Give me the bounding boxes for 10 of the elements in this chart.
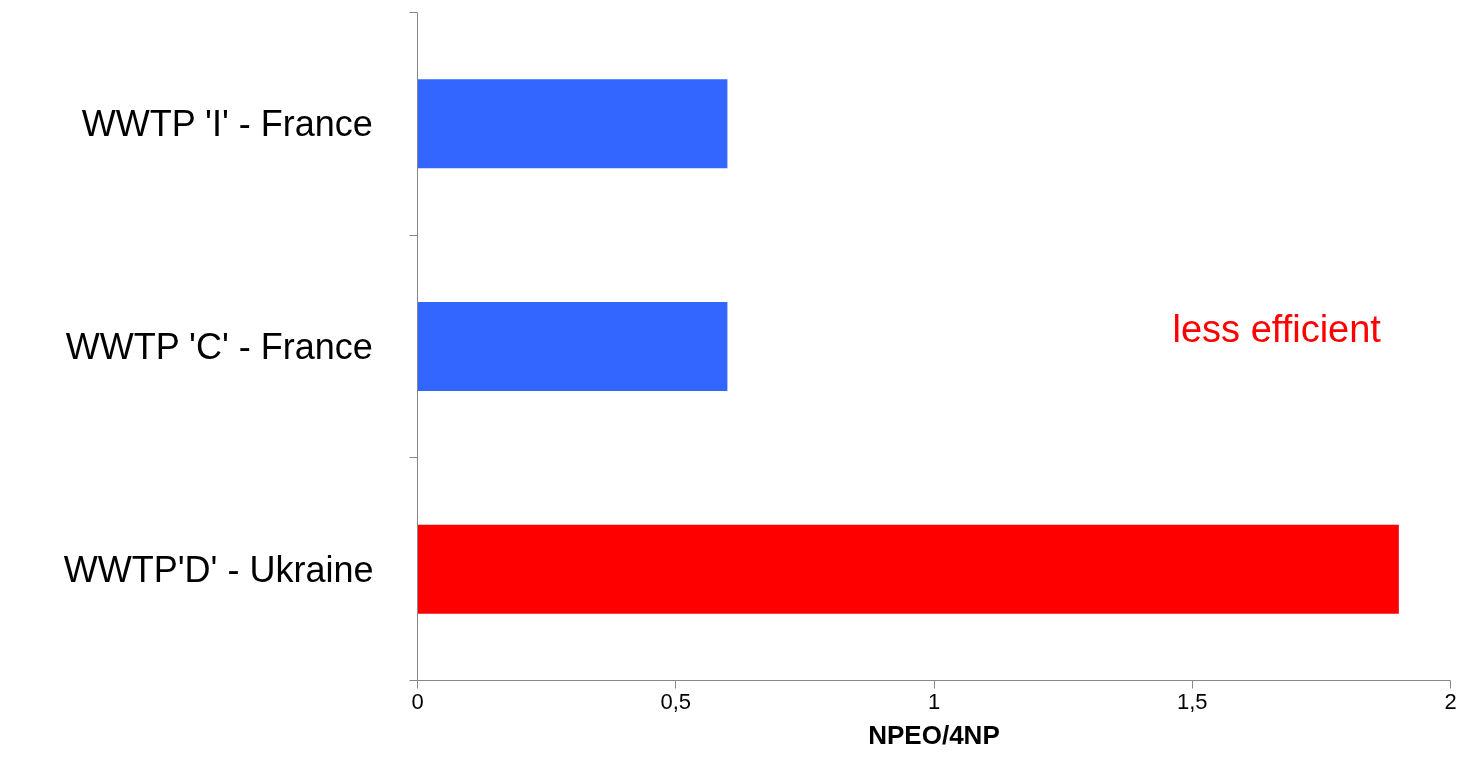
- x-axis-title: NPEO/4NP: [868, 719, 1000, 750]
- x-tick-label: 1: [927, 688, 941, 714]
- x-tick-label: 1,5: [1176, 688, 1208, 714]
- annotation: less efficient: [1172, 307, 1382, 350]
- x-tick-label: 0: [411, 688, 424, 714]
- x-tick-label: 0,5: [660, 688, 692, 714]
- y-tick-label: WWTP 'C' - France: [65, 326, 373, 367]
- y-tick-label: WWTP 'I' - France: [81, 103, 373, 145]
- y-tick-label: WWTP'D' - Ukraine: [63, 548, 374, 590]
- x-tick-label: 2: [1444, 688, 1457, 714]
